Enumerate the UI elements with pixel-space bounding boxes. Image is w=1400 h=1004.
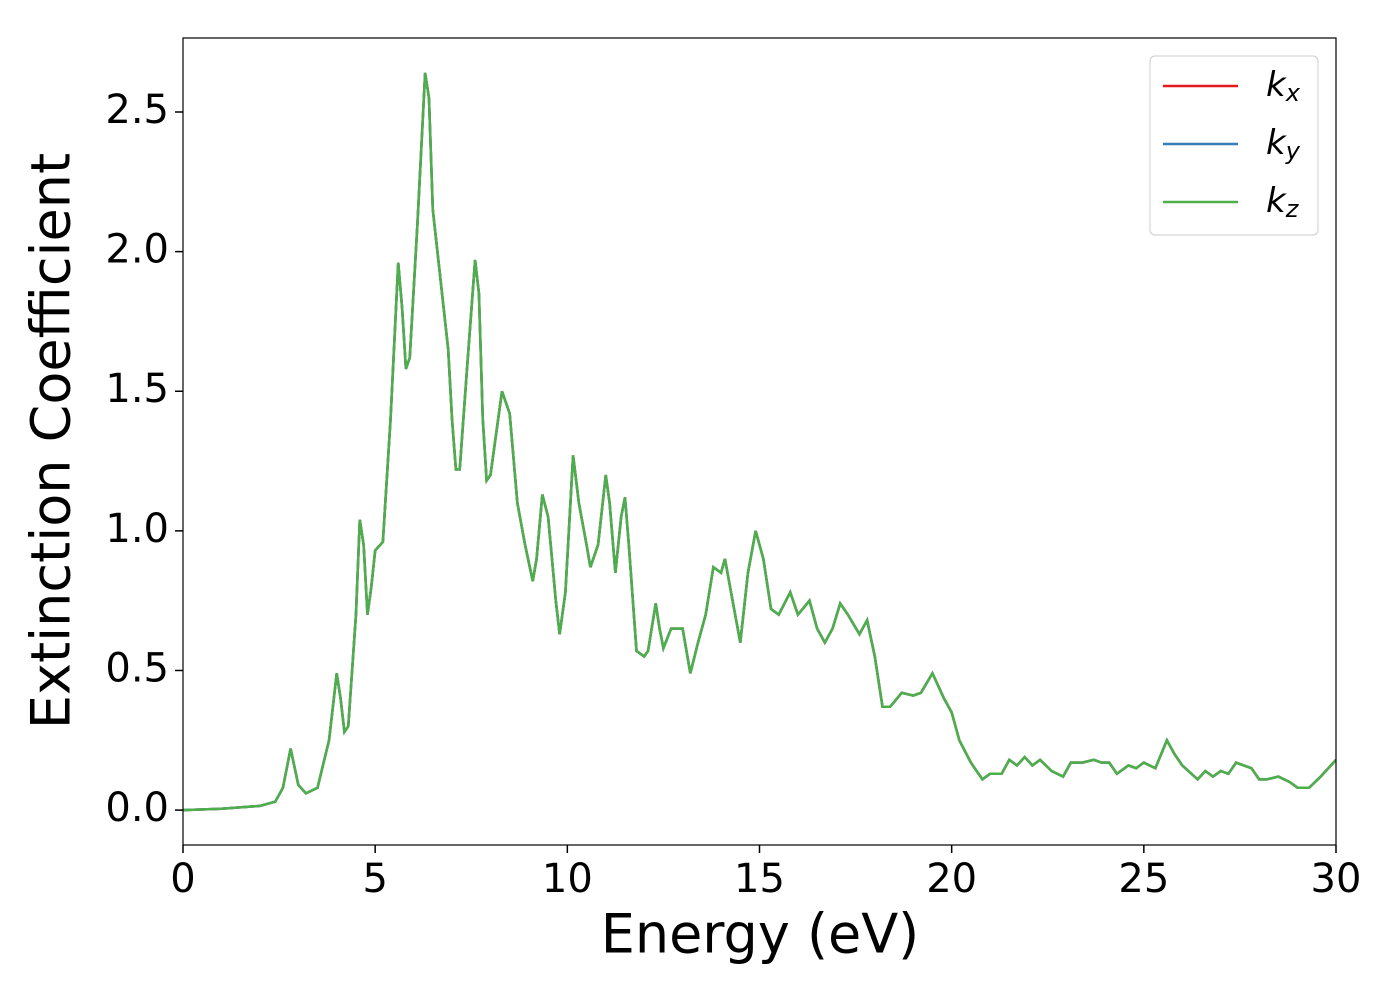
x-tick-label: 15 — [734, 856, 785, 902]
x-axis-label: Energy (eV) — [601, 903, 920, 966]
legend-label-main: k — [1266, 123, 1287, 163]
y-tick-label: 1.0 — [105, 506, 169, 552]
series-line — [183, 72, 1336, 812]
x-tick-label: 20 — [926, 856, 977, 902]
y-tick-label: 2.0 — [105, 227, 169, 273]
legend-label: kx — [1266, 65, 1301, 108]
y-tick-label: 2.5 — [105, 87, 169, 133]
legend-label-main: k — [1266, 181, 1287, 221]
legend-label-sub: z — [1285, 195, 1300, 223]
legend-label: kz — [1266, 181, 1300, 224]
legend-box — [1149, 55, 1319, 236]
y-axis-label: Extinction Coefficient — [20, 153, 83, 729]
legend-label-sub: y — [1285, 137, 1301, 165]
x-tick-label: 5 — [362, 856, 387, 902]
x-tick-label: 0 — [170, 856, 195, 902]
y-tick-label: 0.0 — [105, 785, 169, 831]
y-tick-label: 1.5 — [105, 366, 169, 412]
plot-frame — [182, 37, 1337, 846]
x-tick-label: 25 — [1118, 856, 1169, 902]
legend-label: ky — [1266, 123, 1301, 166]
y-tick-label: 0.5 — [105, 645, 169, 691]
x-tick-label: 10 — [542, 856, 593, 902]
legend-label-sub: x — [1285, 79, 1301, 107]
legend-label-main: k — [1266, 65, 1287, 105]
x-tick-label: 30 — [1311, 856, 1362, 902]
